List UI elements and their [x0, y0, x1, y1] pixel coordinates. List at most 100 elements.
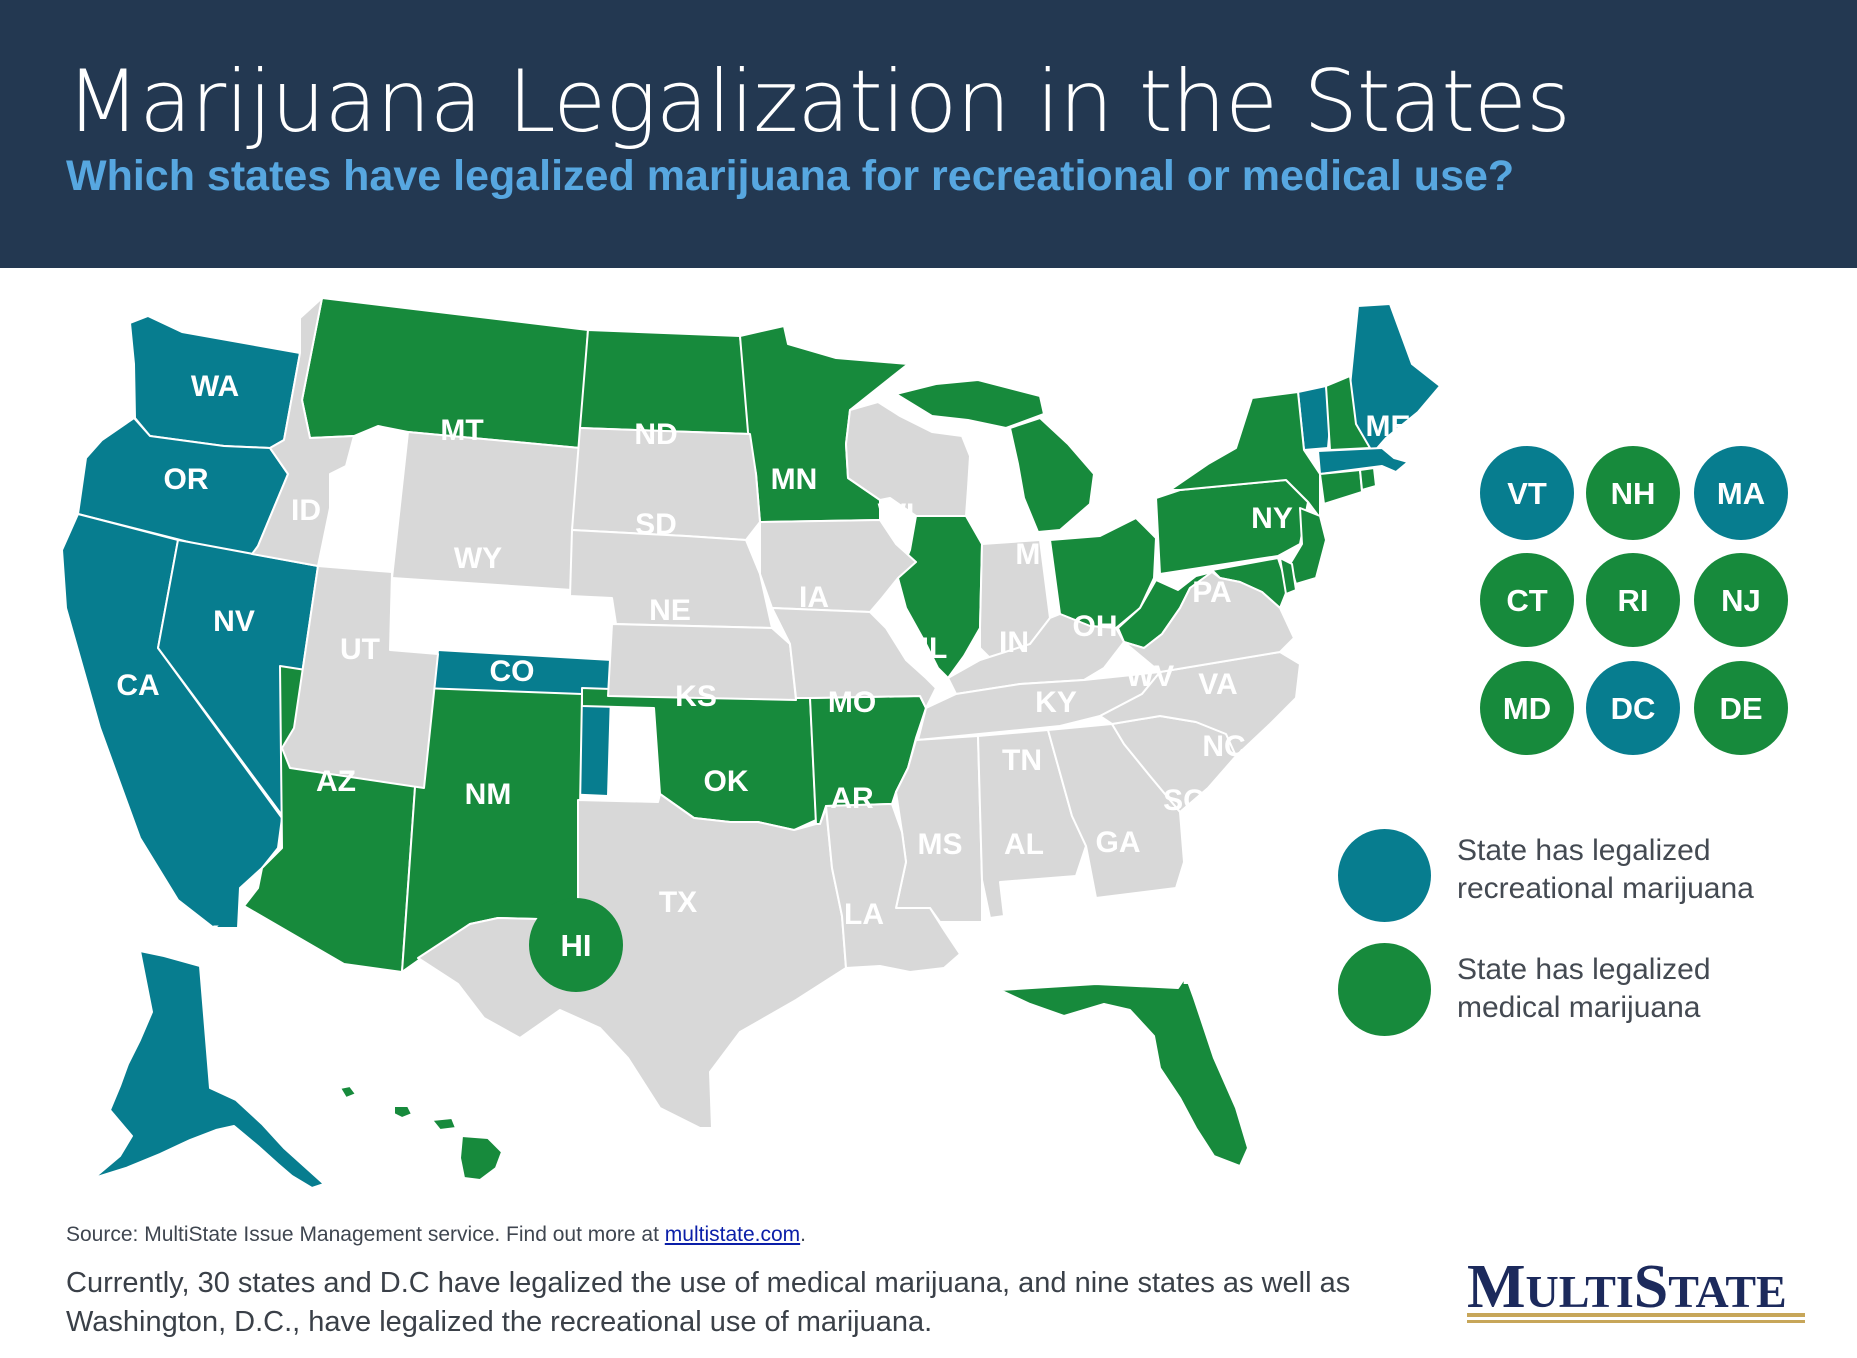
source-link[interactable]: multistate.com — [664, 1223, 801, 1246]
circle-DC[interactable] — [1586, 661, 1680, 755]
label-LA: LA — [844, 898, 884, 931]
label-KS: KS — [675, 680, 717, 713]
label-AK: AK — [176, 920, 220, 953]
label-TN: TN — [1002, 744, 1042, 777]
circle-NH[interactable] — [1586, 446, 1680, 540]
state-CT[interactable] — [1319, 469, 1363, 505]
circle-label-VT: VT — [1507, 476, 1547, 511]
legend-recreational-swatch — [1338, 829, 1431, 922]
page-subtitle: Which states have legalized marijuana fo… — [66, 152, 1515, 200]
label-SD: SD — [635, 508, 677, 541]
label-FL: FL — [1182, 958, 1219, 991]
logo-tate: TATE — [1668, 1266, 1787, 1317]
state-HI[interactable] — [339, 1085, 503, 1181]
state-MI[interactable] — [895, 379, 1095, 533]
source-text: Source: MultiState Issue Management serv… — [66, 1223, 665, 1246]
label-MO: MO — [828, 686, 876, 719]
state-NH[interactable] — [1325, 375, 1371, 451]
circle-NJ[interactable] — [1694, 553, 1788, 647]
label-GA: GA — [1096, 826, 1141, 859]
state-NJ[interactable] — [1289, 507, 1327, 585]
circle-HI[interactable] — [529, 898, 623, 992]
label-IL: IL — [921, 632, 948, 665]
state-ID[interactable] — [251, 297, 355, 567]
label-OR: OR — [164, 463, 209, 496]
logo-rule-bottom — [1467, 1320, 1805, 1323]
label-UT: UT — [340, 633, 380, 666]
label-OK: OK — [704, 765, 749, 798]
label-NY: NY — [1251, 502, 1293, 535]
label-MT: MT — [440, 414, 483, 447]
label-ND: ND — [634, 418, 677, 451]
state-WI[interactable] — [845, 401, 971, 517]
legend-recreational-label: State has legalized recreational marijua… — [1457, 834, 1754, 905]
label-CO: CO — [490, 655, 535, 688]
label-AZ: AZ — [316, 765, 356, 798]
label-WV: WV — [1126, 660, 1174, 693]
circle-label-NH: NH — [1611, 476, 1656, 511]
label-OH: OH — [1073, 610, 1118, 643]
multistate-logo: MULTISTATE — [1467, 1252, 1787, 1323]
circle-DE[interactable] — [1694, 661, 1788, 755]
circle-label-HI: HI — [561, 928, 592, 963]
label-WY: WY — [454, 542, 502, 575]
state-NY[interactable] — [1169, 391, 1321, 519]
state-TX[interactable] — [417, 793, 847, 1129]
legend-medical-label: State has legalized medical marijuana — [1457, 953, 1711, 1024]
legend-medical-swatch — [1338, 943, 1431, 1036]
label-MS: MS — [918, 828, 963, 861]
circle-MA[interactable] — [1694, 446, 1788, 540]
label-NC: NC — [1202, 730, 1245, 763]
source-suffix: . — [800, 1223, 806, 1246]
logo-m: M — [1467, 1253, 1526, 1321]
state-DE[interactable] — [1279, 557, 1297, 595]
circle-label-DC: DC — [1611, 691, 1656, 726]
label-MN: MN — [771, 463, 818, 496]
logo-rule-top — [1467, 1313, 1805, 1317]
header-banner: Marijuana Legalization in the States Whi… — [0, 0, 1857, 268]
circle-CT[interactable] — [1480, 553, 1574, 647]
hawaii-circle: HI — [529, 898, 623, 992]
state-RI[interactable] — [1359, 467, 1377, 491]
logo-ulti: ULTI — [1525, 1266, 1634, 1317]
state-LA[interactable] — [825, 803, 961, 973]
circle-VT[interactable] — [1480, 446, 1574, 540]
label-CA: CA — [116, 669, 159, 702]
summary-text: Currently, 30 states and D.C have legali… — [66, 1267, 1351, 1338]
label-NV: NV — [213, 605, 255, 638]
circle-RI[interactable] — [1586, 553, 1680, 647]
label-WI: WI — [878, 498, 915, 531]
label-NE: NE — [649, 594, 691, 627]
state-FL[interactable] — [999, 975, 1249, 1167]
us-map: WA OR CA NV CO AK ME MT ND MN AZ NM OK A… — [61, 297, 1788, 1189]
circle-label-RI: RI — [1618, 583, 1649, 618]
logo-s: S — [1633, 1253, 1669, 1321]
label-PA: PA — [1192, 576, 1231, 609]
state-VA[interactable] — [1123, 571, 1295, 673]
circle-label-CT: CT — [1506, 583, 1547, 618]
label-ME: ME — [1366, 410, 1411, 443]
circle-label-MD: MD — [1503, 691, 1551, 726]
label-WA: WA — [191, 370, 239, 403]
circle-label-MA: MA — [1717, 476, 1765, 511]
label-IA: IA — [799, 581, 829, 614]
label-VA: VA — [1198, 668, 1237, 701]
state-UT[interactable] — [281, 565, 439, 789]
state-IA[interactable] — [759, 519, 917, 613]
circle-label-NJ: NJ — [1721, 583, 1761, 618]
label-SC: SC — [1163, 784, 1205, 817]
circle-label-DE: DE — [1719, 691, 1762, 726]
label-IN: IN — [999, 626, 1029, 659]
label-KY: KY — [1035, 686, 1077, 719]
label-TX: TX — [659, 886, 697, 919]
source-note: Source: MultiState Issue Management serv… — [66, 1223, 806, 1247]
state-MO[interactable] — [771, 607, 937, 709]
label-NM: NM — [465, 778, 512, 811]
small-state-circles: VT NH MA CT RI NJ MD DC DE — [1480, 446, 1788, 755]
state-AK[interactable] — [93, 950, 325, 1189]
label-AR: AR — [830, 782, 874, 815]
label-MI: MI — [1015, 538, 1048, 571]
circle-MD[interactable] — [1480, 661, 1574, 755]
label-AL: AL — [1004, 828, 1044, 861]
label-ID: ID — [291, 494, 321, 527]
